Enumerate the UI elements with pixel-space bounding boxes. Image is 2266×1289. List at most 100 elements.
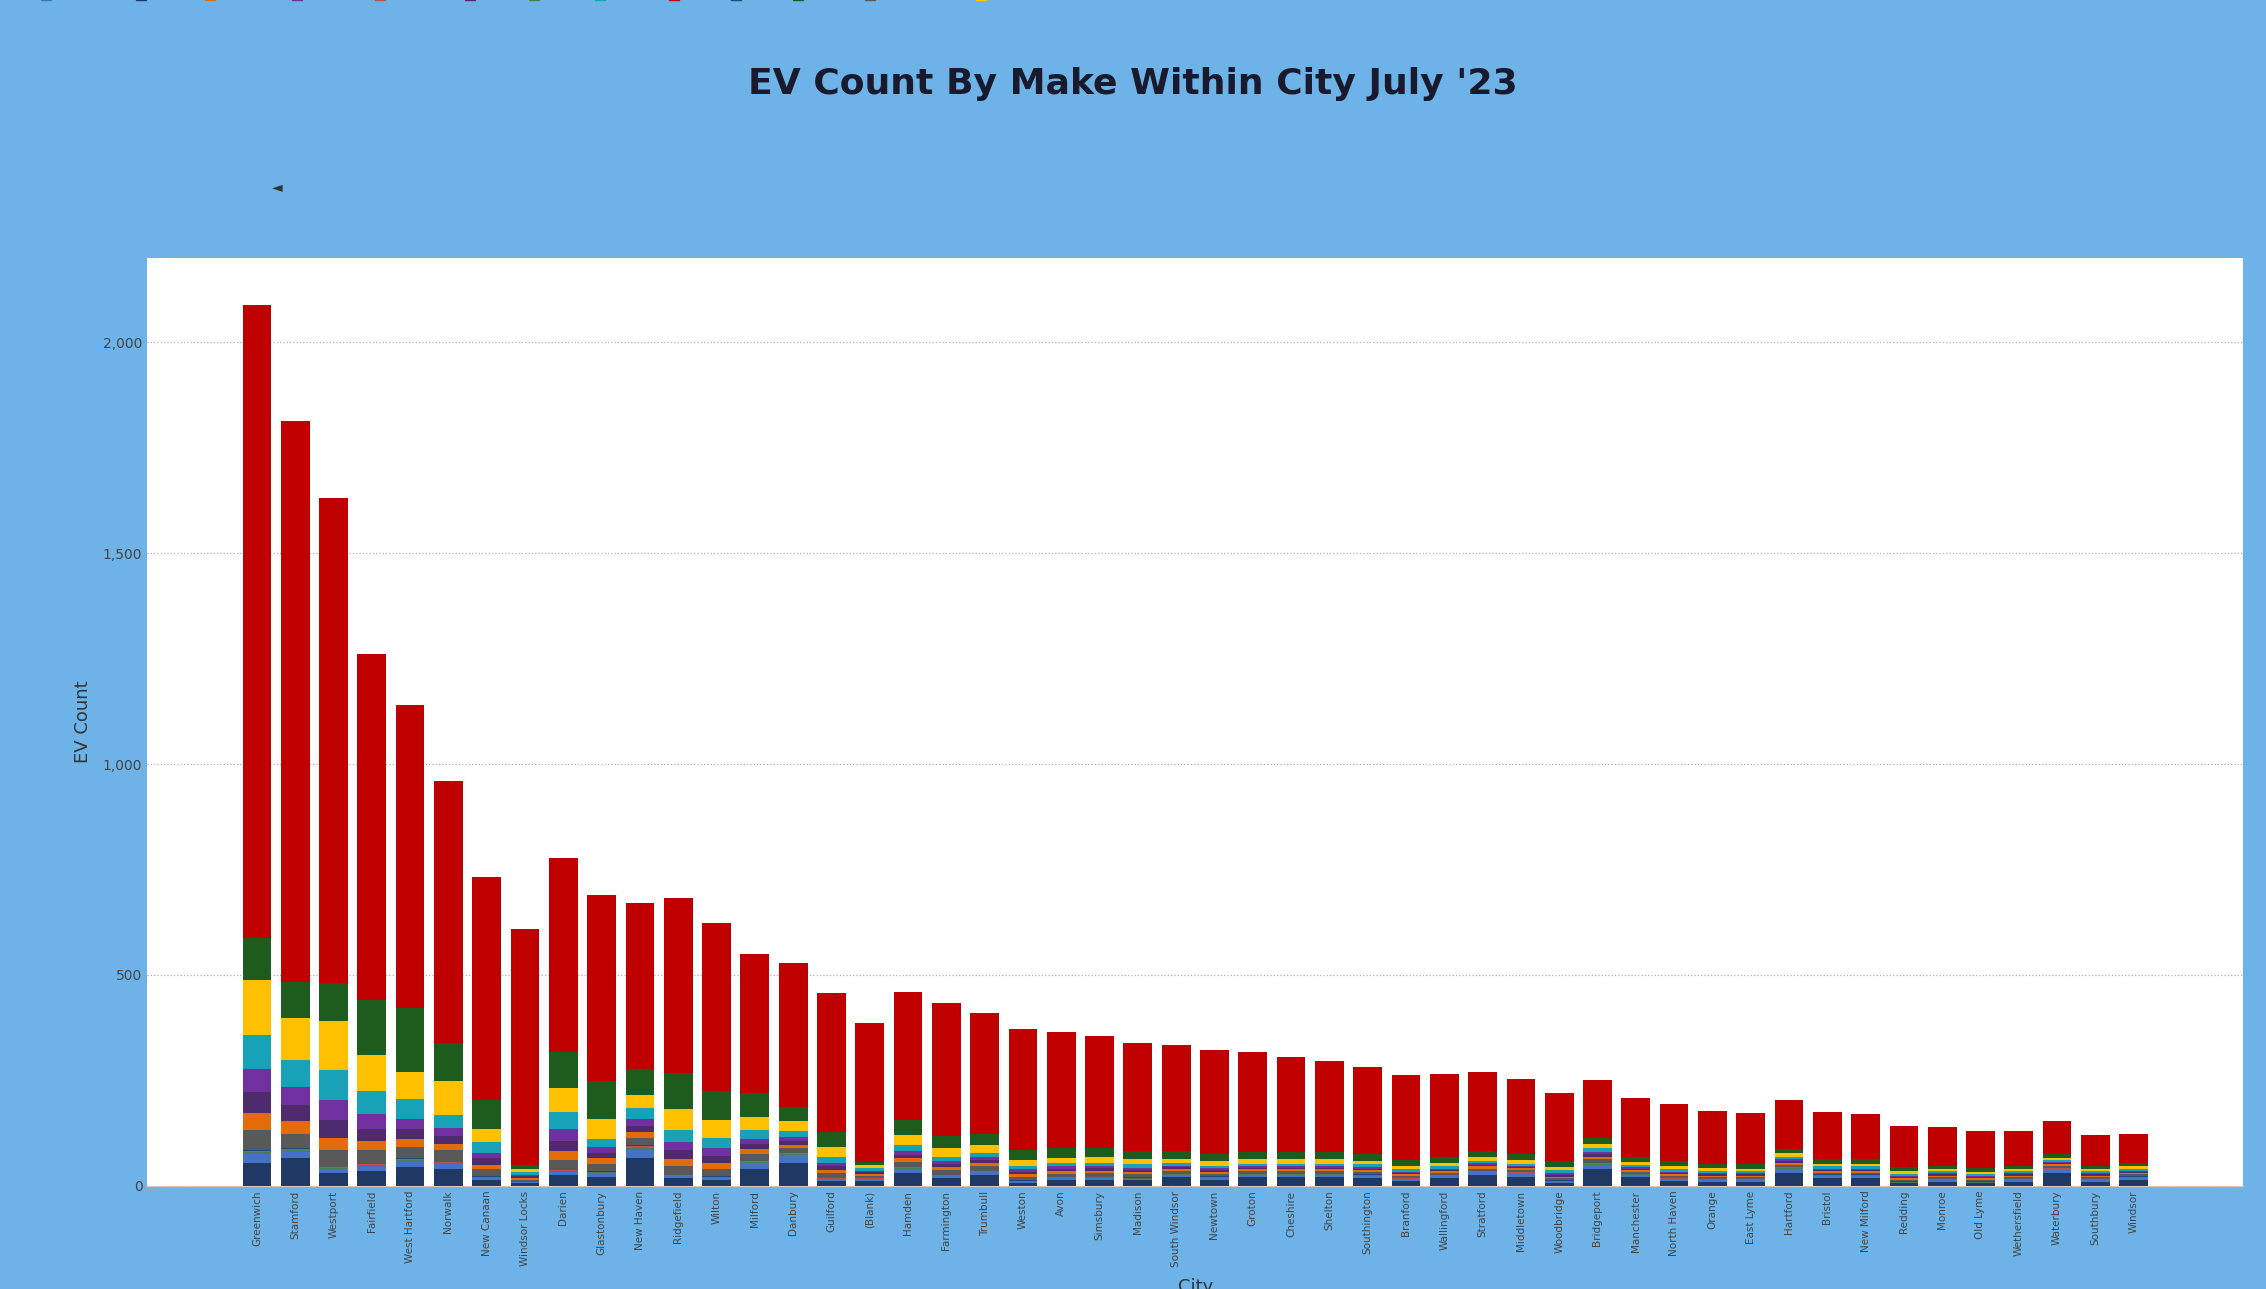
Bar bbox=[1085, 1148, 1115, 1158]
Bar bbox=[2119, 1177, 2148, 1179]
Bar bbox=[1851, 1172, 1881, 1173]
Bar bbox=[320, 1173, 349, 1186]
Bar bbox=[1851, 1178, 1881, 1186]
Bar bbox=[625, 1150, 655, 1159]
Bar bbox=[1047, 1174, 1076, 1177]
Bar bbox=[854, 1179, 884, 1181]
Bar bbox=[1507, 1177, 1536, 1186]
Bar bbox=[548, 1151, 578, 1160]
Bar bbox=[1047, 1169, 1076, 1172]
Bar bbox=[1659, 1161, 1688, 1167]
Bar bbox=[510, 1178, 539, 1179]
Bar bbox=[1622, 1098, 1650, 1158]
Bar bbox=[1622, 1172, 1650, 1174]
Bar bbox=[1736, 1172, 1765, 1173]
Bar bbox=[818, 1181, 845, 1186]
Bar bbox=[1240, 1177, 1267, 1186]
Bar bbox=[1468, 1072, 1498, 1151]
Bar bbox=[1162, 1177, 1190, 1186]
Bar bbox=[320, 1169, 349, 1173]
Bar bbox=[1276, 1169, 1305, 1172]
Bar bbox=[1430, 1178, 1459, 1186]
Bar bbox=[780, 1106, 807, 1121]
Bar bbox=[1008, 1174, 1038, 1177]
Bar bbox=[242, 1154, 272, 1163]
Bar bbox=[970, 1013, 999, 1133]
Bar bbox=[1047, 1163, 1076, 1167]
Bar bbox=[2080, 1172, 2110, 1173]
Bar bbox=[1697, 1177, 1727, 1178]
Bar bbox=[510, 1165, 539, 1169]
Bar bbox=[664, 1178, 693, 1186]
Bar bbox=[741, 954, 768, 1093]
Bar bbox=[1124, 1181, 1151, 1186]
Bar bbox=[1276, 1177, 1305, 1186]
Bar bbox=[1507, 1154, 1536, 1160]
Bar bbox=[1928, 1169, 1956, 1172]
Bar bbox=[818, 993, 845, 1132]
Text: ◄: ◄ bbox=[272, 180, 283, 193]
Bar bbox=[1967, 1172, 1994, 1174]
Bar bbox=[2119, 1167, 2148, 1169]
Bar bbox=[2119, 1169, 2148, 1170]
Bar bbox=[1890, 1168, 1919, 1172]
Bar bbox=[1967, 1174, 1994, 1176]
Bar bbox=[1507, 1164, 1536, 1165]
Bar bbox=[1008, 1169, 1038, 1172]
Bar bbox=[1430, 1167, 1459, 1169]
Bar bbox=[1124, 1174, 1151, 1177]
Bar bbox=[1468, 1172, 1498, 1176]
Bar bbox=[320, 1101, 349, 1120]
Bar bbox=[510, 1173, 539, 1174]
Bar bbox=[1507, 1168, 1536, 1170]
Bar bbox=[1314, 1061, 1344, 1152]
Bar bbox=[1085, 1179, 1115, 1186]
Bar bbox=[1736, 1112, 1765, 1164]
Bar bbox=[548, 1129, 578, 1141]
Bar bbox=[893, 1136, 922, 1146]
Bar bbox=[358, 1167, 385, 1172]
Bar bbox=[1391, 1174, 1421, 1176]
Bar bbox=[664, 898, 693, 1074]
Bar bbox=[893, 1151, 922, 1155]
Bar bbox=[2042, 1158, 2071, 1160]
Bar bbox=[1201, 1170, 1228, 1172]
Bar bbox=[1047, 1178, 1076, 1179]
Bar bbox=[970, 1133, 999, 1146]
Bar bbox=[435, 1145, 462, 1150]
Bar bbox=[397, 1071, 424, 1100]
Bar bbox=[1085, 1170, 1115, 1173]
Bar bbox=[1201, 1179, 1228, 1186]
Bar bbox=[970, 1152, 999, 1158]
Bar bbox=[548, 1088, 578, 1112]
Bar bbox=[2005, 1177, 2033, 1178]
Bar bbox=[1008, 1150, 1038, 1160]
Bar bbox=[510, 1169, 539, 1173]
Bar bbox=[780, 1121, 807, 1132]
Bar bbox=[320, 1120, 349, 1138]
Bar bbox=[1430, 1176, 1459, 1178]
Bar bbox=[741, 1154, 768, 1160]
Bar bbox=[2005, 1172, 2033, 1173]
Bar bbox=[471, 1177, 501, 1179]
Bar bbox=[1584, 1165, 1611, 1169]
Bar bbox=[931, 1003, 961, 1136]
Bar bbox=[1047, 1032, 1076, 1148]
Bar bbox=[702, 1120, 732, 1138]
Bar bbox=[320, 1070, 349, 1101]
Bar bbox=[1085, 1178, 1115, 1179]
Bar bbox=[587, 1139, 616, 1147]
Bar bbox=[702, 1177, 732, 1179]
Bar bbox=[818, 1132, 845, 1147]
Bar bbox=[1353, 1167, 1382, 1169]
Bar bbox=[2080, 1177, 2110, 1178]
Bar bbox=[397, 1100, 424, 1119]
Bar bbox=[435, 1150, 462, 1161]
Bar bbox=[854, 1174, 884, 1176]
Bar bbox=[471, 1159, 501, 1165]
Bar bbox=[818, 1170, 845, 1173]
Bar bbox=[780, 1132, 807, 1137]
Bar bbox=[1391, 1160, 1421, 1167]
Bar bbox=[281, 1087, 310, 1105]
Bar bbox=[1047, 1158, 1076, 1163]
